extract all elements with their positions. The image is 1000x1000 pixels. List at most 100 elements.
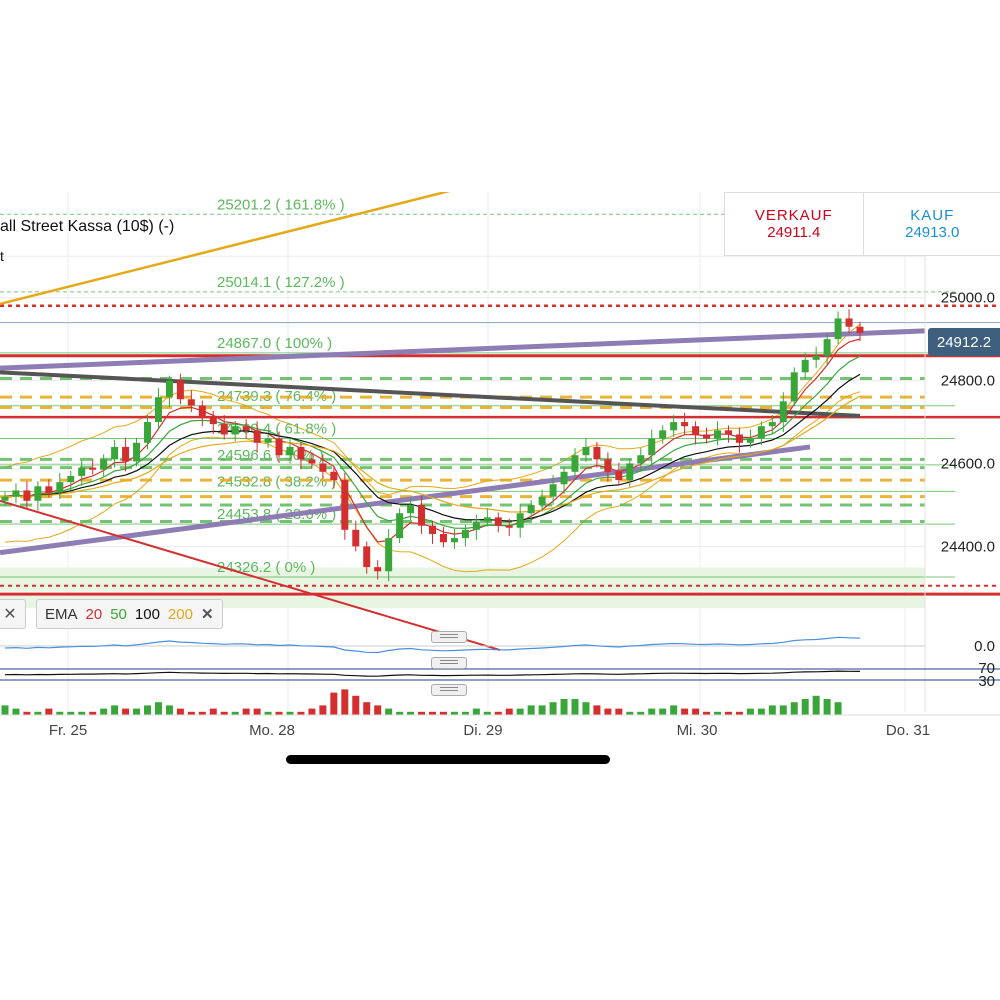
volume-bar bbox=[560, 699, 568, 715]
ema-100-line bbox=[4, 373, 861, 522]
volume-bar bbox=[571, 699, 579, 715]
candle-body bbox=[122, 446, 130, 462]
volume-bar bbox=[834, 702, 842, 715]
candle-body bbox=[253, 430, 261, 443]
buy-price: 24913.0 bbox=[905, 224, 960, 241]
volume-bar bbox=[801, 699, 809, 715]
candle-body bbox=[1, 496, 9, 501]
rsi-line bbox=[4, 670, 861, 677]
trendline-purple-upper bbox=[0, 328, 926, 371]
candle-body bbox=[549, 484, 557, 497]
candle-body bbox=[12, 490, 20, 497]
candle-body bbox=[330, 471, 338, 481]
candle-body bbox=[856, 326, 864, 333]
indicator-close-button[interactable]: ✕ bbox=[0, 599, 26, 629]
date-axis-label: Fr. 25 bbox=[49, 722, 87, 739]
candle-body bbox=[472, 521, 480, 530]
candle-body bbox=[604, 459, 612, 472]
ema-50-line bbox=[4, 355, 861, 530]
volume-bar bbox=[812, 695, 820, 715]
candle-body bbox=[439, 533, 447, 543]
volume-bar bbox=[757, 708, 765, 715]
candle-body bbox=[385, 538, 393, 572]
volume-bar bbox=[231, 711, 239, 715]
instrument-subtitle: t bbox=[0, 248, 4, 264]
ema-legend: EMA 20 50 100 200 ✕ bbox=[36, 599, 223, 629]
candle-body bbox=[779, 401, 787, 423]
candle-body bbox=[615, 471, 623, 481]
fib-label: 24867.0 ( 100% ) bbox=[217, 335, 332, 352]
buy-button[interactable]: KAUF 24913.0 bbox=[864, 193, 1000, 255]
volume-bar bbox=[604, 708, 612, 715]
candle-body bbox=[768, 422, 776, 427]
volume-bar bbox=[472, 708, 480, 715]
candle-body bbox=[560, 471, 568, 485]
volume-bar bbox=[12, 708, 20, 715]
volume-bar bbox=[220, 711, 228, 715]
rsi-70-label: 70 bbox=[978, 660, 995, 677]
candle-body bbox=[505, 525, 513, 528]
date-axis-label: Do. 31 bbox=[886, 722, 930, 739]
volume-bar bbox=[297, 711, 305, 715]
volume-bar bbox=[659, 708, 667, 715]
volume-bar bbox=[593, 705, 601, 715]
volume-bar bbox=[67, 711, 75, 715]
candle-body bbox=[450, 538, 458, 543]
candle-body bbox=[812, 355, 820, 360]
volume-bar bbox=[253, 708, 261, 715]
fib-label: 25201.2 ( 161.8% ) bbox=[217, 196, 345, 213]
candle-body bbox=[220, 424, 228, 435]
price-chart[interactable]: 25201.2 ( 161.8% ) 25014.1 ( 127.2% ) 2486… bbox=[0, 192, 1000, 775]
volume-bar bbox=[418, 711, 426, 715]
volume-bar bbox=[319, 705, 327, 715]
ema-200-line bbox=[4, 395, 861, 513]
volume-bar bbox=[527, 705, 535, 715]
ema-close-icon[interactable]: ✕ bbox=[200, 606, 214, 623]
volume-bar bbox=[396, 711, 404, 715]
candle-body bbox=[176, 380, 184, 400]
candle-body bbox=[319, 463, 327, 472]
ema-20-line bbox=[4, 338, 861, 543]
ema-100-label: 100 bbox=[134, 605, 160, 623]
volume-bar bbox=[681, 708, 689, 715]
candle-body bbox=[45, 486, 53, 493]
candle-body bbox=[746, 438, 754, 443]
candle-body bbox=[681, 422, 689, 427]
price-axis-label: 24600.0 bbox=[941, 456, 995, 473]
volume-bar bbox=[626, 711, 634, 715]
candle-body bbox=[757, 426, 765, 439]
volume-bar bbox=[352, 695, 360, 715]
volume-bar bbox=[429, 711, 436, 715]
candle-body bbox=[418, 504, 426, 526]
chart-frame[interactable]: 25201.2 ( 161.8% ) 25014.1 ( 127.2% ) 2486… bbox=[0, 192, 1000, 775]
candle-body bbox=[823, 339, 831, 356]
candle-body bbox=[165, 380, 173, 398]
volume-bar bbox=[330, 692, 338, 715]
candle-body bbox=[56, 482, 64, 493]
candle-body bbox=[834, 318, 842, 340]
volume-bar bbox=[341, 689, 349, 715]
candle-body bbox=[198, 405, 206, 418]
sell-button[interactable]: VERKAUF 24911.4 bbox=[725, 193, 864, 255]
candle-body bbox=[648, 438, 656, 456]
volume-bar bbox=[385, 708, 393, 715]
candle-body bbox=[23, 490, 31, 501]
pane-resize-handle-1[interactable] bbox=[431, 631, 467, 643]
macd-line bbox=[4, 636, 861, 654]
pane-resize-handle-3[interactable] bbox=[431, 684, 467, 696]
volume-bar bbox=[89, 711, 97, 715]
volume-bar bbox=[198, 711, 206, 715]
volume-bar bbox=[450, 711, 458, 715]
volume-bar bbox=[144, 705, 151, 715]
candle-body bbox=[264, 438, 272, 443]
candle-body bbox=[67, 475, 75, 483]
fib-label: 24532.8 ( 38.2% ) bbox=[217, 473, 336, 490]
price-axis-label: 24800.0 bbox=[941, 373, 995, 390]
volume-bar bbox=[374, 705, 382, 715]
candle-body bbox=[352, 529, 360, 547]
pane-resize-handle-2[interactable] bbox=[431, 657, 467, 669]
price-axis-label: 24400.0 bbox=[941, 538, 995, 555]
sell-price: 24911.4 bbox=[767, 224, 821, 241]
volume-bar bbox=[823, 699, 831, 715]
volume-bar bbox=[45, 708, 53, 715]
